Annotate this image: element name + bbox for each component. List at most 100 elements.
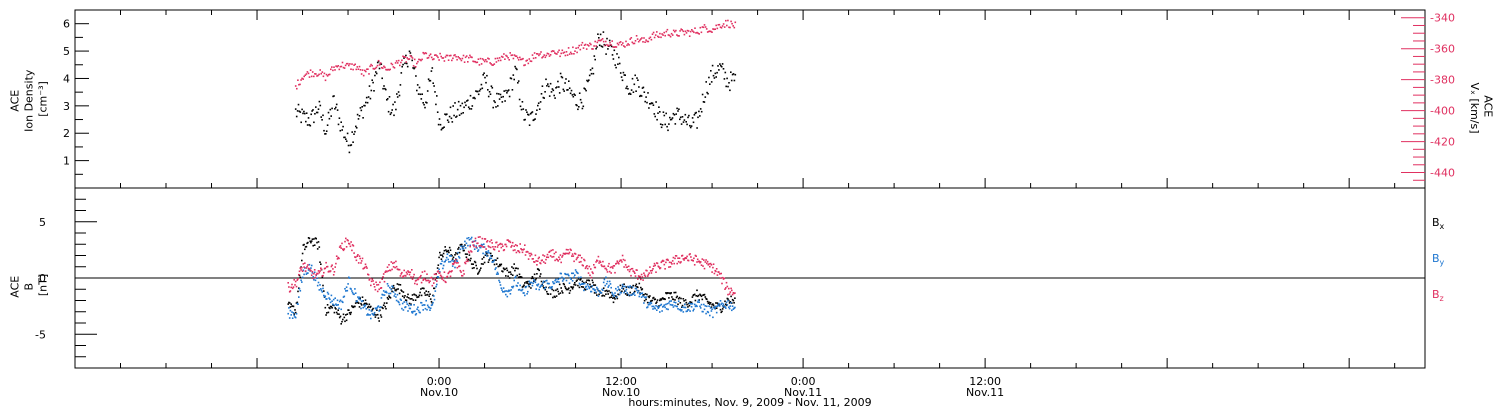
- bz-point: [729, 291, 732, 293]
- velocity-x-point: [595, 45, 597, 47]
- by-point: [588, 287, 591, 290]
- bx-point: [729, 301, 732, 303]
- bz-point: [625, 266, 628, 269]
- bx-point: [366, 303, 368, 305]
- bz-point: [424, 278, 427, 281]
- bx-point: [386, 302, 388, 304]
- by-point: [291, 317, 294, 319]
- ion-density-point: [669, 116, 671, 119]
- velocity-x-point: [565, 51, 568, 53]
- by-point: [301, 276, 304, 279]
- bz-point: [467, 260, 469, 263]
- bx-point: [364, 299, 367, 301]
- by-point: [385, 290, 387, 293]
- bx-point: [725, 303, 727, 306]
- bx-point: [350, 311, 352, 314]
- bx-point: [469, 259, 471, 262]
- bx-point: [357, 302, 360, 304]
- bz-point: [481, 237, 484, 240]
- ion-density-point: [482, 74, 484, 76]
- ion-density-point: [494, 101, 496, 104]
- by-point: [551, 286, 553, 288]
- velocity-x-point: [461, 57, 464, 60]
- by-point: [607, 286, 609, 288]
- by-point: [568, 274, 570, 277]
- by-point: [439, 262, 442, 265]
- by-point: [387, 285, 390, 287]
- bz-point: [483, 246, 485, 248]
- ion-density-point: [719, 63, 721, 65]
- bx-point: [399, 284, 402, 286]
- ion-density-point: [703, 101, 706, 103]
- bx-point: [378, 320, 380, 322]
- velocity-x-point: [394, 62, 397, 64]
- by-point: [711, 308, 713, 310]
- velocity-x-point: [447, 59, 450, 61]
- bz-point: [511, 241, 514, 244]
- ion-density-point: [681, 116, 684, 118]
- bz-point: [713, 272, 716, 275]
- bx-point: [472, 263, 474, 265]
- velocity-x-point: [609, 41, 611, 44]
- bz-point: [611, 266, 613, 268]
- bx-point: [401, 295, 404, 297]
- bz-point: [425, 279, 427, 282]
- bz-point: [461, 275, 464, 277]
- ion-density-point: [349, 144, 352, 147]
- bz-point: [313, 272, 315, 275]
- by-point: [673, 301, 675, 303]
- velocity-x-point: [562, 52, 565, 54]
- bx-point: [343, 316, 346, 319]
- ion-density-point: [514, 65, 516, 68]
- ion-density-point: [516, 68, 518, 71]
- velocity-x-point: [667, 34, 670, 36]
- ion-density-point: [315, 106, 317, 108]
- by-point: [587, 285, 590, 288]
- bx-point: [646, 293, 648, 296]
- by-point: [633, 292, 635, 294]
- bx-point: [596, 294, 598, 296]
- bz-point: [648, 272, 650, 274]
- by-point: [656, 309, 658, 311]
- velocity-x-point: [319, 69, 321, 71]
- velocity-x-point: [417, 60, 419, 63]
- ion-density-point: [472, 97, 474, 99]
- bz-point: [448, 271, 450, 274]
- ion-density-point: [403, 57, 405, 59]
- bx-point: [676, 295, 678, 298]
- ion-density-point: [610, 45, 613, 48]
- ion-density-point: [413, 67, 415, 70]
- bx-point: [500, 263, 503, 266]
- ion-density-point: [691, 117, 694, 119]
- bz-point: [319, 270, 321, 272]
- ion-density-point: [309, 124, 312, 127]
- ion-density-point: [706, 91, 708, 94]
- velocity-x-point: [465, 55, 468, 57]
- by-point: [658, 306, 660, 308]
- bz-point: [455, 262, 458, 264]
- legend-label-by: By: [1432, 252, 1445, 267]
- velocity-x-point: [413, 58, 416, 61]
- ion-density-point: [683, 119, 686, 121]
- velocity-x-point: [382, 67, 384, 69]
- bx-point: [605, 289, 608, 292]
- by-point: [483, 243, 485, 245]
- by-point: [661, 310, 663, 312]
- bz-point: [324, 267, 327, 269]
- bz-point: [307, 267, 310, 270]
- bz-point: [334, 266, 336, 268]
- bz-point: [715, 268, 718, 270]
- by-point: [641, 292, 644, 294]
- bz-point: [498, 250, 500, 252]
- ion-density-point: [611, 54, 614, 56]
- ion-density-point: [425, 101, 427, 104]
- bz-point: [329, 270, 332, 272]
- by-point: [289, 309, 292, 312]
- by-point: [549, 286, 552, 289]
- by-point: [728, 307, 731, 310]
- ion-density-point: [626, 85, 628, 88]
- ion-density-point: [363, 104, 365, 107]
- by-point: [574, 269, 577, 271]
- bz-point: [359, 257, 361, 260]
- by-point: [429, 309, 431, 311]
